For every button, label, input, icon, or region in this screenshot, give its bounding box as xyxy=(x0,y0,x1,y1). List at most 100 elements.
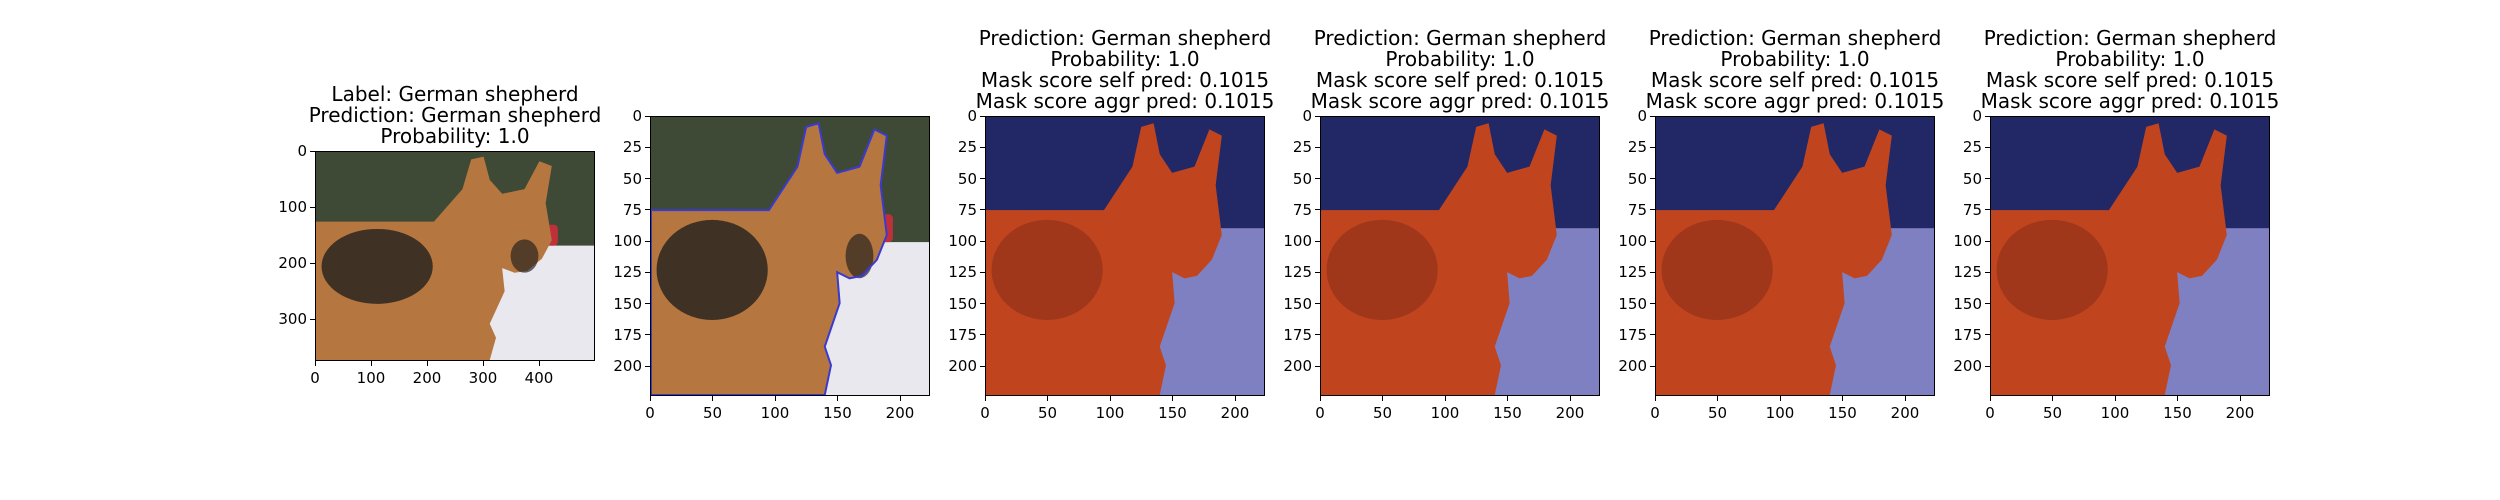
y-tick-mark xyxy=(1315,303,1320,304)
x-tick-label: 100 xyxy=(2100,404,2130,422)
image-axes xyxy=(1655,116,1935,396)
x-tick-label: 150 xyxy=(1828,404,1857,422)
title-line: Prediction: German shepherd xyxy=(978,26,1272,50)
y-tick-label: 175 xyxy=(948,325,977,344)
image-axes xyxy=(1990,116,2270,396)
y-tick-mark xyxy=(1985,115,1990,117)
y-tick-label: 175 xyxy=(1618,325,1647,344)
y-tick-mark xyxy=(310,262,315,264)
y-tick-mark xyxy=(980,240,985,242)
x-tick-mark xyxy=(314,361,316,366)
x-tick-label: 0 xyxy=(1985,404,1995,422)
y-tick-mark xyxy=(1315,334,1320,336)
y-tick-mark xyxy=(1985,271,1990,273)
x-tick-mark xyxy=(1109,396,1111,401)
y-tick-label: 75 xyxy=(957,200,977,219)
x-tick-mark xyxy=(837,396,838,401)
y-tick-mark xyxy=(1650,271,1655,273)
y-tick-label: 100 xyxy=(613,232,642,250)
x-tick-label: 200 xyxy=(2225,404,2255,422)
y-tick-label: 175 xyxy=(1283,325,1312,344)
y-tick-mark xyxy=(1315,146,1320,148)
x-tick-label: 0 xyxy=(310,369,320,387)
y-tick-label: 100 xyxy=(1953,232,1982,250)
y-tick-label: 75 xyxy=(1627,200,1647,219)
y-tick-mark xyxy=(980,115,985,117)
y-tick-mark xyxy=(1650,365,1655,367)
y-tick-label: 200 xyxy=(1618,357,1647,375)
y-tick-label: 150 xyxy=(613,294,642,313)
y-tick-label: 0 xyxy=(1302,107,1312,125)
x-tick-mark xyxy=(1234,396,1236,401)
y-tick-mark xyxy=(310,318,315,320)
y-tick-mark xyxy=(980,365,985,367)
y-tick-label: 100 xyxy=(948,232,977,250)
title-line: Probability: 1.0 xyxy=(380,124,530,148)
y-tick-label: 125 xyxy=(613,263,642,282)
y-tick-mark xyxy=(980,146,985,148)
title-line: Prediction: German shepherd xyxy=(1983,26,2277,50)
y-tick-mark xyxy=(980,178,985,179)
y-tick-mark xyxy=(1315,209,1320,211)
y-tick-label: 0 xyxy=(967,107,977,125)
y-tick-mark xyxy=(1650,178,1655,179)
x-tick-mark xyxy=(370,361,372,366)
y-tick-mark xyxy=(1650,303,1655,304)
y-tick-label: 25 xyxy=(1962,138,1982,157)
y-tick-label: 75 xyxy=(622,200,642,219)
x-tick-mark xyxy=(426,361,428,366)
y-tick-label: 200 xyxy=(1283,357,1312,375)
x-tick-label: 200 xyxy=(1555,404,1585,422)
x-tick-mark xyxy=(1172,396,1173,401)
x-tick-mark xyxy=(984,396,986,401)
y-tick-label: 50 xyxy=(1627,169,1647,188)
mask-overlay-image xyxy=(986,117,1264,395)
y-tick-mark xyxy=(645,303,650,304)
y-tick-mark xyxy=(980,334,985,336)
y-tick-mark xyxy=(310,206,315,208)
x-tick-label: 0 xyxy=(645,404,655,422)
x-tick-label: 50 xyxy=(1372,404,1393,422)
y-tick-mark xyxy=(645,334,650,336)
y-tick-mark xyxy=(1650,334,1655,336)
title-line: Prediction: German shepherd xyxy=(308,103,602,127)
y-tick-label: 25 xyxy=(622,138,642,157)
y-tick-mark xyxy=(1985,334,1990,336)
x-tick-mark xyxy=(1382,396,1383,401)
title-line: Probability: 1.0 xyxy=(1385,47,1535,71)
y-tick-label: 100 xyxy=(278,198,307,216)
x-tick-mark xyxy=(1654,396,1656,401)
x-tick-mark xyxy=(1319,396,1321,401)
title-line: Mask score aggr pred: 0.1015 xyxy=(975,89,1275,113)
y-tick-mark xyxy=(1315,115,1320,117)
y-tick-mark xyxy=(1650,209,1655,211)
mask-overlay-image xyxy=(1321,117,1599,395)
mask-overlay-image xyxy=(1656,117,1934,395)
y-tick-label: 0 xyxy=(1637,107,1647,125)
y-tick-label: 50 xyxy=(1962,169,1982,188)
x-tick-mark xyxy=(538,361,540,366)
x-tick-label: 100 xyxy=(356,369,386,387)
x-tick-label: 150 xyxy=(1493,404,1522,422)
y-tick-mark xyxy=(645,146,650,148)
x-tick-mark xyxy=(1047,396,1048,401)
y-tick-mark xyxy=(645,271,650,273)
x-tick-label: 100 xyxy=(760,404,790,422)
y-tick-label: 200 xyxy=(1953,357,1982,375)
y-tick-label: 0 xyxy=(632,107,642,125)
mask-overlay-image xyxy=(1991,117,2269,395)
x-tick-mark xyxy=(2177,396,2178,401)
y-tick-label: 300 xyxy=(278,310,307,328)
y-tick-label: 150 xyxy=(1953,294,1982,313)
y-tick-mark xyxy=(645,365,650,367)
y-tick-label: 125 xyxy=(1283,263,1312,282)
title-line: Mask score aggr pred: 0.1015 xyxy=(1980,89,2280,113)
y-tick-mark xyxy=(1315,271,1320,273)
subplot-title: Prediction: German shepherd Probability: … xyxy=(1981,28,2280,112)
y-tick-mark xyxy=(645,178,650,179)
x-tick-mark xyxy=(482,361,484,366)
x-tick-mark xyxy=(1717,396,1718,401)
title-line: Mask score self pred: 0.1015 xyxy=(1650,68,1940,92)
original-photo-image xyxy=(316,152,594,360)
x-tick-mark xyxy=(1444,396,1446,401)
